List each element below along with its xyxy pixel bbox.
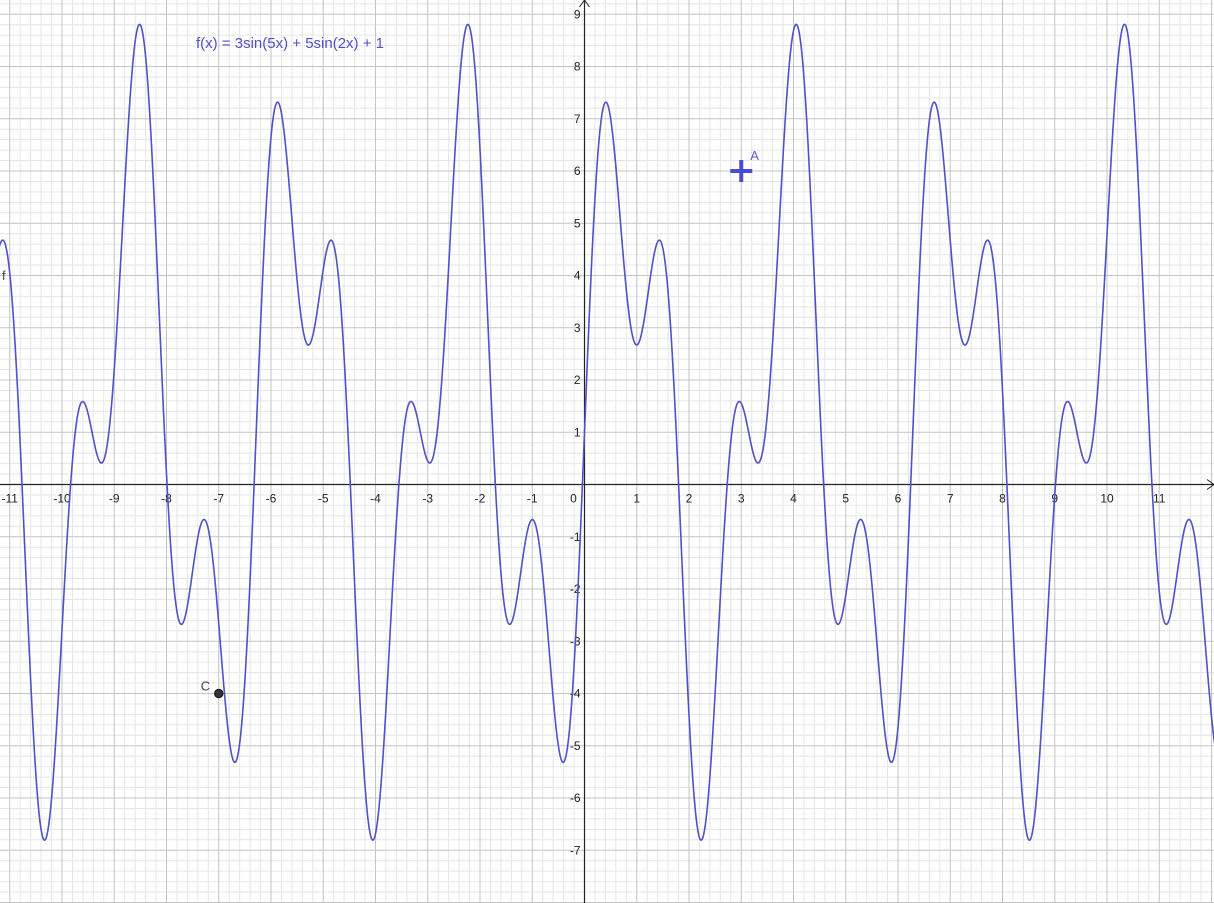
x-tick-label: -9 [109,492,120,506]
x-tick-label: 2 [686,492,693,506]
x-tick-label: 4 [790,492,797,506]
function-curve-f[interactable] [0,23,1214,841]
y-tick-label: 9 [574,7,581,21]
points: AC [201,148,759,699]
point-C[interactable] [214,688,224,699]
x-tick-label: 8 [999,492,1006,506]
x-tick-label: 5 [842,492,849,506]
x-tick-label: -8 [161,492,172,506]
x-tick-label: 6 [895,492,902,506]
x-tick-label: 10 [1100,492,1114,506]
x-tick-label: 3 [738,492,745,506]
x-tick-label: -10 [53,492,71,506]
y-tick-label: 8 [574,60,581,74]
x-tick-label: 11 [1153,492,1166,506]
x-axis-arrow-icon [1206,479,1214,490]
y-tick-label: 7 [574,112,581,126]
x-tick-label: 7 [947,492,954,506]
x-tick-label: 1 [633,492,640,506]
y-tick-label: 5 [574,216,581,230]
y-tick-label: -4 [570,687,581,701]
point-A[interactable] [730,160,753,182]
point-label: C [201,679,210,694]
x-tick-label: -11 [2,492,19,506]
x-tick-label: -4 [370,492,381,506]
y-tick-label: -2 [570,582,581,596]
y-tick-label: 3 [574,321,581,335]
x-tick-label: -2 [475,492,486,506]
x-tick-label: 0 [570,492,577,506]
y-tick-label: 6 [574,164,581,178]
y-tick-label: -6 [570,791,581,805]
y-tick-label: -7 [570,843,581,857]
y-tick-label: 1 [574,425,581,439]
point-label: A [750,148,759,163]
tick-labels: -11 -10 -9 -8 -7 -6 -5 -4 -3 -2 -1 0 1 2 3 4 5 6 7 8 9 10 11-7… [2,7,1166,857]
x-tick-label: -1 [527,492,538,506]
y-tick-label: -5 [570,739,581,753]
x-tick-label: -7 [213,492,224,506]
y-tick-label: 4 [574,269,581,283]
x-tick-label: -5 [318,492,329,506]
y-axis-arrow-icon [579,0,590,8]
x-tick-label: -6 [266,492,277,506]
y-tick-label: 2 [574,373,581,387]
function-definition-label[interactable]: f(x) = 3sin(5x) + 5sin(2x) + 1 [196,35,384,52]
y-tick-label: -1 [570,530,581,544]
function-name-label: f [2,268,6,283]
x-tick-label: -3 [422,492,433,506]
